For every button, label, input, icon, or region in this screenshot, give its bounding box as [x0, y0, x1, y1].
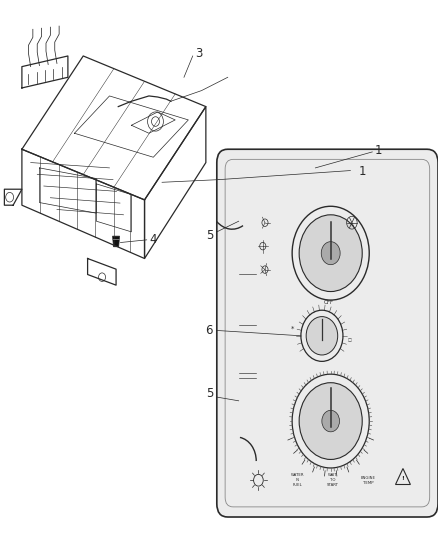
Text: 6: 6 [205, 324, 213, 337]
Circle shape [299, 215, 362, 292]
Circle shape [306, 317, 338, 355]
Text: □: □ [347, 338, 351, 342]
Text: 4: 4 [149, 233, 156, 246]
Circle shape [299, 383, 362, 459]
Text: WAIT
TO
START: WAIT TO START [327, 473, 339, 487]
Text: 5: 5 [207, 229, 214, 242]
Circle shape [321, 241, 340, 265]
Text: 1: 1 [359, 165, 367, 178]
Text: !: ! [402, 476, 404, 481]
FancyBboxPatch shape [217, 149, 438, 517]
Text: WATER
IN
FUEL: WATER IN FUEL [291, 473, 304, 487]
Text: 1: 1 [374, 144, 382, 157]
Text: 3: 3 [195, 47, 202, 60]
Text: *: * [291, 326, 294, 332]
Text: 5: 5 [207, 387, 214, 400]
Circle shape [322, 410, 339, 432]
Text: ENGINE
TEMP: ENGINE TEMP [360, 476, 375, 484]
Polygon shape [113, 236, 120, 247]
Text: OFF: OFF [324, 300, 334, 305]
